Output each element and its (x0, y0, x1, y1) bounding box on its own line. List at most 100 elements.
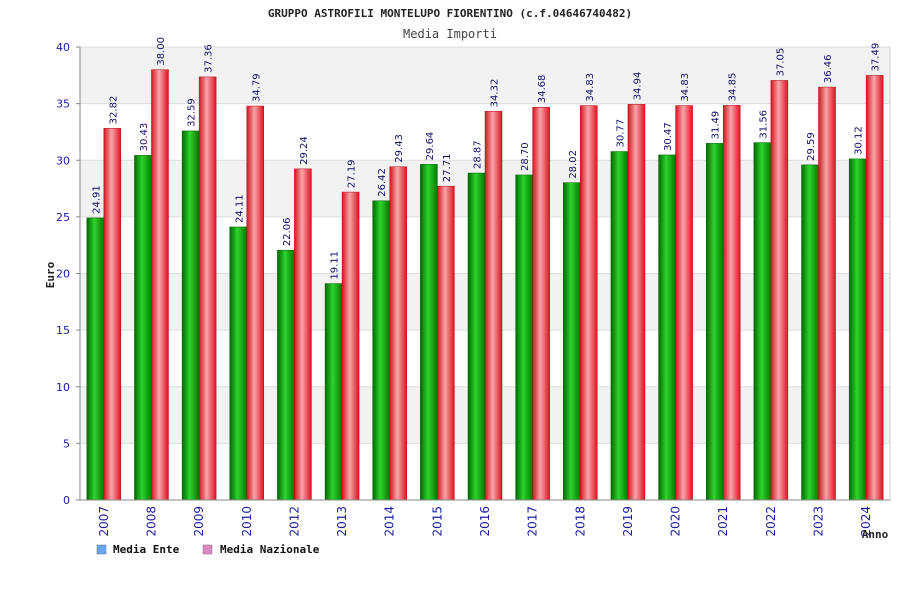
data-label: 34.85 (728, 73, 739, 102)
bar-media-nazionale-2016 (484, 111, 503, 501)
y-tick-label: 25 (56, 211, 70, 224)
bar-media-nazionale-2022 (770, 80, 789, 501)
data-label: 32.82 (108, 96, 119, 125)
y-tick-label: 10 (56, 381, 70, 394)
data-label: 34.79 (251, 73, 262, 102)
x-tick-label: 2014 (383, 506, 397, 537)
data-label: 37.36 (204, 44, 215, 73)
x-tick-label: 2018 (573, 506, 587, 537)
x-tick-label: 2015 (430, 506, 444, 537)
bar-media-ente-2014 (372, 200, 390, 501)
bar-media-nazionale-2015 (437, 185, 455, 501)
bar-media-ente-2017 (515, 174, 533, 501)
data-label: 37.49 (871, 43, 882, 72)
x-tick-label: 2023 (812, 506, 826, 537)
bar-media-ente-2008 (134, 155, 152, 501)
x-tick-label: 2022 (764, 506, 778, 537)
bar-media-ente-2009 (181, 130, 200, 501)
bar-media-ente-2018 (563, 182, 581, 501)
x-tick-label: 2009 (192, 506, 206, 537)
chart-subtitle: Media Importi (403, 27, 497, 41)
bar-media-ente-2021 (705, 143, 724, 501)
data-label: 29.59 (806, 132, 817, 161)
data-label: 34.32 (490, 79, 501, 108)
data-label: 29.64 (425, 132, 436, 161)
bar-media-ente-2007 (86, 217, 105, 501)
y-tick-label: 15 (56, 324, 70, 337)
bar-media-nazionale-2013 (341, 191, 360, 501)
x-tick-label: 2020 (669, 506, 683, 537)
data-label: 27.71 (442, 154, 453, 183)
data-label: 30.77 (615, 119, 626, 148)
x-tick-label: 2024 (859, 506, 873, 537)
bar-media-ente-2016 (467, 172, 486, 501)
bar-media-nazionale-2012 (294, 168, 312, 501)
data-label: 24.11 (234, 194, 245, 223)
data-label: 24.91 (91, 185, 102, 214)
bar-media-nazionale-2024 (865, 75, 884, 501)
data-label: 19.11 (330, 251, 341, 280)
data-label: 31.56 (758, 110, 769, 139)
bar-media-nazionale-2007 (103, 128, 122, 501)
data-label: 28.02 (568, 150, 579, 179)
data-label: 32.59 (187, 98, 198, 127)
x-tick-label: 2021 (716, 506, 730, 537)
data-label: 30.43 (139, 123, 150, 152)
bar-media-nazionale-2009 (198, 76, 217, 501)
bar-media-ente-2012 (277, 249, 295, 501)
data-label: 34.83 (585, 73, 596, 102)
x-tick-label: 2013 (335, 506, 349, 537)
x-tick-label: 2017 (526, 506, 540, 537)
data-labels: 24.91 32.82 30.43 38.00 32.59 37.36 24.11 34.79… (91, 37, 881, 280)
y-tick-label: 40 (56, 41, 70, 54)
data-label: 31.49 (711, 111, 722, 140)
data-label: 34.68 (537, 75, 548, 104)
y-axis-label: Euro (44, 261, 57, 288)
data-label: 38.00 (156, 37, 167, 66)
x-tick-label: 2012 (287, 506, 301, 537)
y-tick-label: 0 (63, 494, 70, 507)
x-tick-label: 2010 (240, 506, 254, 537)
y-tick-label: 20 (56, 268, 70, 281)
bar-media-nazionale-2021 (722, 105, 741, 501)
data-label: 37.05 (775, 48, 786, 77)
legend-label-media-ente: Media Ente (113, 543, 180, 556)
bar-media-ente-2019 (610, 151, 629, 501)
bar-media-ente-2024 (848, 158, 867, 501)
x-tick-label: 2008 (144, 506, 158, 537)
legend: Media Ente Media Nazionale (96, 543, 320, 556)
data-label: 26.42 (377, 168, 388, 197)
y-tick-label: 35 (56, 98, 70, 111)
data-label: 28.87 (473, 140, 484, 169)
bar-media-ente-2022 (753, 142, 772, 501)
bar-media-nazionale-2018 (580, 105, 598, 501)
x-tick-label: 2007 (97, 506, 111, 537)
bar-media-nazionale-2017 (532, 106, 550, 501)
legend-swatch-media-nazionale (202, 544, 213, 555)
data-label: 30.12 (854, 126, 865, 155)
x-axis-ticks: 2007 2008 2009 2010 2012 2013 2014 2015 2016 2017… (97, 506, 873, 537)
chart-title: GRUPPO ASTROFILI MONTELUPO FIORENTINO (c… (268, 7, 632, 20)
legend-label-media-nazionale: Media Nazionale (220, 543, 320, 556)
bar-media-ente-2023 (801, 164, 819, 501)
data-label: 30.47 (663, 122, 674, 151)
data-label: 22.06 (282, 218, 293, 247)
bar-media-ente-2020 (658, 154, 676, 501)
bar-media-nazionale-2014 (389, 166, 407, 501)
bar-media-nazionale-2019 (627, 104, 646, 501)
data-label: 34.94 (632, 72, 643, 101)
y-tick-label: 30 (56, 154, 70, 167)
data-label: 29.43 (394, 134, 405, 163)
bar-media-nazionale-2023 (818, 86, 836, 501)
data-label: 36.46 (823, 54, 834, 83)
y-tick-label: 5 (63, 437, 70, 450)
data-label: 27.19 (347, 159, 358, 188)
legend-swatch-media-ente (96, 544, 107, 555)
data-label: 34.83 (680, 73, 691, 102)
bar-media-ente-2015 (420, 164, 438, 501)
bar-series (86, 69, 884, 501)
x-axis-label: Anno (862, 528, 889, 541)
bar-media-nazionale-2008 (151, 69, 169, 501)
bar-media-ente-2010 (229, 226, 248, 501)
